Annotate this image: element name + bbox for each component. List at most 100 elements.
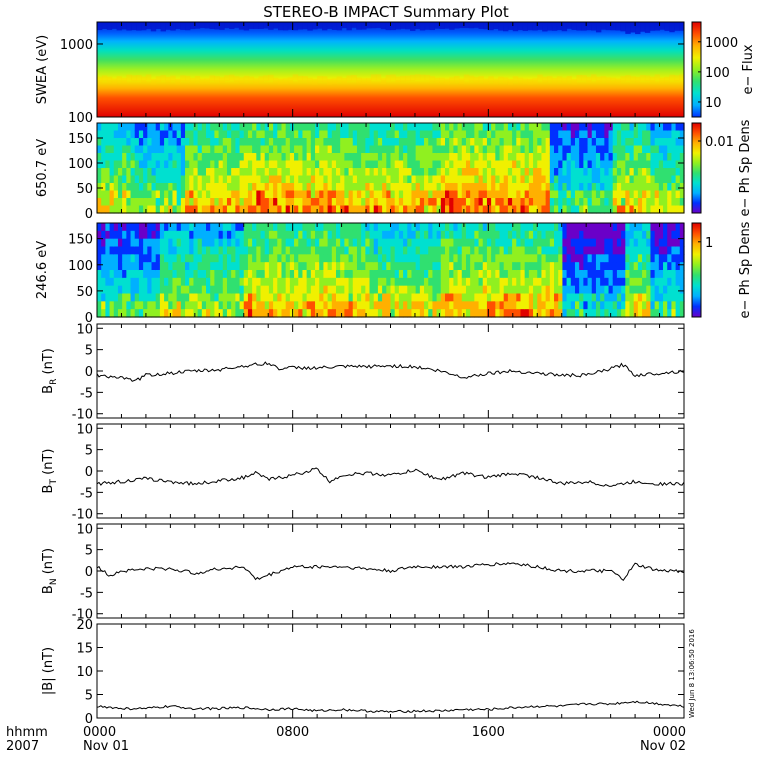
heatmap-cell [298,223,304,232]
heatmap-cell [231,160,236,169]
heatmap-cell [621,246,626,255]
heatmap-cell [654,223,660,232]
y-tick-label: 0 [85,365,93,380]
heatmap-cell [407,285,413,295]
heatmap-cell [537,246,543,255]
heatmap-cell [377,190,383,199]
heatmap-cell [273,301,278,310]
heatmap-cell [310,205,316,214]
heatmap-cell [386,123,392,132]
heatmap-cell [377,277,383,287]
heatmap-cell [189,205,195,214]
heatmap-cell [180,175,186,184]
heatmap-cell [595,168,601,177]
heatmap-cell [524,238,530,248]
heatmap-cell [675,223,681,232]
heatmap-cell [172,230,178,240]
heatmap-cell [394,277,400,287]
heatmap-cell [449,138,454,147]
heatmap-cell [612,183,618,192]
heatmap-cell [122,254,127,263]
heatmap-cell [134,175,140,184]
heatmap-cell [579,277,584,287]
heatmap-cell [180,270,186,279]
heatmap-cell [667,175,673,184]
heatmap-cell [113,277,119,287]
heatmap-cell [273,277,278,287]
heatmap-cell [243,145,249,154]
heatmap-cell [411,293,417,302]
heatmap-cell [138,130,144,139]
heatmap-cell [273,205,278,214]
heatmap-cell [235,254,241,263]
heatmap-cell [180,123,186,132]
heatmap-cell [390,270,396,279]
heatmap-cell [440,285,446,295]
heatmap-cell [583,168,589,177]
heatmap-cell [650,262,656,271]
heatmap-cell [319,270,325,279]
heatmap-cell [235,285,241,295]
heatmap-cell [382,254,387,263]
heatmap-cell [273,230,278,240]
heatmap-cell [440,138,446,147]
heatmap-cell [493,78,499,85]
heatmap-cell [461,277,467,287]
heatmap-cell [369,153,375,162]
heatmap-cell [570,168,576,177]
heatmap-cell [335,309,341,318]
heatmap-cell [264,138,270,147]
heatmap-cell [390,183,396,192]
heatmap-cell [256,160,262,169]
heatmap-cell [373,153,379,162]
heatmap-cell [130,277,136,287]
heatmap-cell [579,168,584,177]
heatmap-cell [432,183,438,192]
heatmap-cell [122,123,127,132]
heatmap-cell [440,183,446,192]
heatmap-cell [415,145,421,154]
heatmap-cell [122,168,127,177]
heatmap-cell [134,123,140,132]
heatmap-cell [298,254,304,263]
heatmap-cell [147,238,153,248]
heatmap-cell [369,301,375,310]
heatmap-cell [331,130,337,139]
heatmap-cell [302,246,308,255]
colorbar-label: e− Ph Sp Dens [738,119,753,216]
heatmap-cell [587,246,593,255]
heatmap-cell [185,190,190,199]
heatmap-cell [512,254,517,263]
heatmap-cell [294,309,299,318]
heatmap-cell [281,168,287,177]
heatmap-cell [109,238,115,248]
heatmap-cell [561,77,568,84]
heatmap-cell [591,285,597,295]
heatmap-cell [294,246,299,255]
heatmap-cell [630,22,636,33]
heatmap-cell [554,160,559,169]
heatmap-cell [176,270,182,279]
heatmap-cell [566,175,572,184]
heatmap-cell [344,270,350,279]
heatmap-cell [541,145,547,154]
heatmap-cell [574,138,580,147]
heatmap-cell [424,238,429,248]
heatmap-cell [143,285,148,295]
heatmap-cell [608,238,614,248]
heatmap-cell [537,123,543,132]
heatmap-cell [143,238,148,248]
heatmap-cell [436,270,442,279]
heatmap-cell [386,138,392,147]
heatmap-cell [105,309,111,318]
heatmap-cell [130,230,136,240]
heatmap-cell [222,309,228,318]
heatmap-cell [380,22,387,30]
heatmap-cell [394,168,400,177]
heatmap-cell [130,246,136,255]
heatmap-cell [549,277,555,287]
heatmap-cell [394,230,400,240]
heatmap-cell [352,138,358,147]
heatmap-cell [348,175,354,184]
heatmap-cell [141,22,147,31]
